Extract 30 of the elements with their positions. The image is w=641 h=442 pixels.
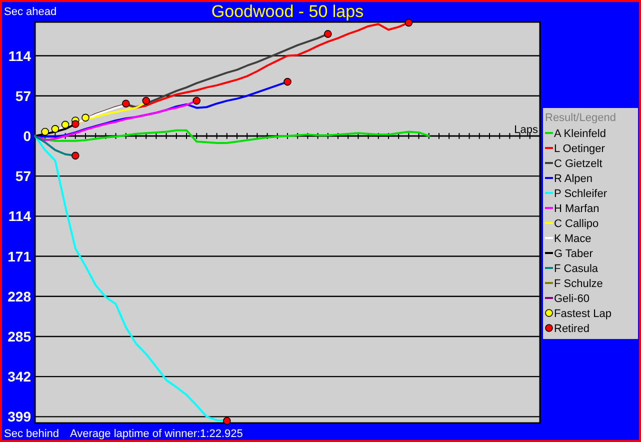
legend-label: L Oetinger <box>554 143 606 155</box>
legend-title: Result/Legend <box>545 112 616 124</box>
y-tick-label: 114 <box>8 208 32 224</box>
legend-label: A Kleinfeld <box>554 128 606 140</box>
y-tick-label: 285 <box>8 328 32 344</box>
legend-label: K Mace <box>554 233 592 245</box>
legend-label: C Callipo <box>554 218 599 230</box>
legend-label: Fastest Lap <box>554 308 612 320</box>
legend-label: P Schleifer <box>554 188 608 200</box>
y-tick-label: 399 <box>8 408 32 425</box>
legend-label: R Alpen <box>554 173 593 185</box>
legend-label: Geli-60 <box>554 293 590 305</box>
y-tick-label: 114 <box>8 48 32 64</box>
legend-label: C Gietzelt <box>554 158 602 170</box>
y-tick-label: 57 <box>15 88 32 104</box>
legend-label: H Marfan <box>554 203 600 215</box>
y-tick-label: 228 <box>8 288 32 304</box>
x-axis-title: Laps <box>514 124 538 136</box>
y-tick-label: 171 <box>8 248 32 264</box>
text: Average laptime of winner:1:22.925 <box>70 428 243 440</box>
y-tick-label: 342 <box>8 368 32 385</box>
text: Sec behind <box>4 428 60 440</box>
legend-label: F Schulze <box>554 278 603 290</box>
legend-label: G Taber <box>554 248 594 260</box>
chart-title: Goodwood - 50 laps <box>211 2 364 21</box>
y-tick-label: 0 <box>23 128 32 144</box>
y-axis-title: Sec ahead <box>4 6 57 18</box>
legend-label: Retired <box>554 323 590 335</box>
y-tick-label: 57 <box>15 168 32 184</box>
legend-label: F Casula <box>554 263 599 275</box>
